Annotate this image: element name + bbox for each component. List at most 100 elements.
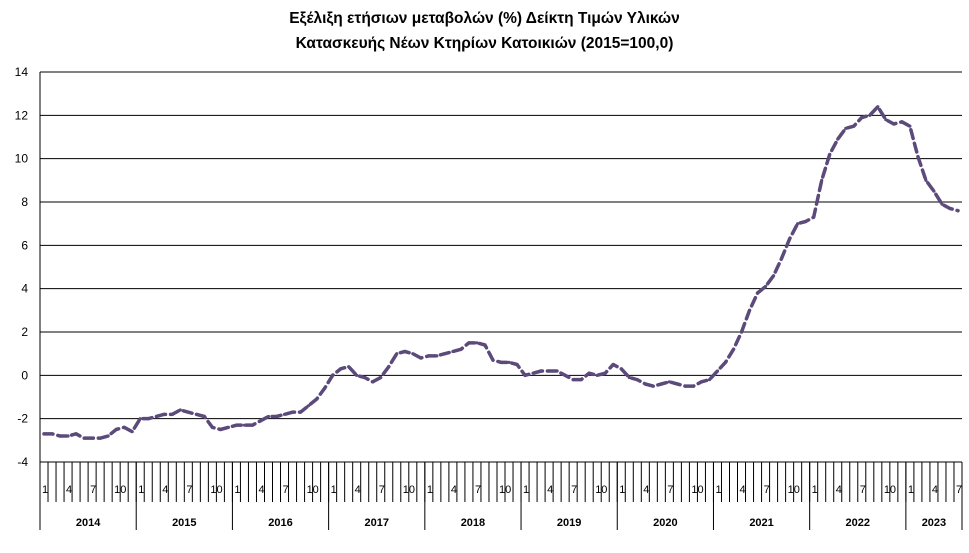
- month-tick-label: 1: [523, 484, 529, 496]
- data-point: [435, 354, 439, 358]
- month-tick-label: 4: [355, 484, 361, 496]
- month-tick-label: 4: [258, 484, 264, 496]
- data-point: [627, 375, 631, 380]
- data-point: [667, 380, 671, 384]
- data-point: [50, 432, 54, 436]
- y-tick-label: 12: [15, 108, 29, 122]
- data-point: [114, 427, 118, 432]
- data-point: [274, 414, 279, 419]
- year-label: 2022: [846, 517, 870, 529]
- data-point: [515, 362, 519, 367]
- data-point: [531, 371, 535, 375]
- data-point: [130, 430, 134, 434]
- data-point: [170, 412, 174, 416]
- data-point: [298, 410, 303, 414]
- year-label: 2021: [749, 517, 773, 529]
- data-point: [363, 375, 367, 380]
- y-tick-label: 14: [15, 65, 29, 79]
- data-point: [780, 256, 784, 260]
- y-tick-label: 8: [21, 195, 28, 209]
- data-point: [58, 434, 62, 438]
- month-tick-label: 1: [619, 484, 625, 496]
- data-point: [755, 291, 760, 295]
- data-point: [707, 378, 712, 382]
- data-point: [844, 126, 848, 130]
- month-tick-label: 1: [234, 484, 240, 496]
- data-point: [796, 222, 800, 226]
- data-point: [683, 384, 688, 388]
- y-tick-label: 4: [21, 282, 28, 296]
- year-label: 2014: [76, 517, 101, 529]
- month-tick-label: 4: [740, 484, 746, 496]
- month-tick-label: 7: [667, 484, 673, 496]
- data-point: [90, 436, 94, 440]
- data-point: [820, 178, 824, 182]
- data-point: [347, 365, 351, 369]
- data-point: [507, 360, 511, 364]
- year-label: 2016: [268, 517, 292, 529]
- data-point: [371, 380, 375, 384]
- data-point: [379, 375, 383, 380]
- month-tick-label: 1: [331, 484, 337, 496]
- month-tick-label: 4: [643, 484, 649, 496]
- data-point: [611, 362, 615, 367]
- data-point: [419, 356, 423, 360]
- data-point: [619, 367, 623, 371]
- month-tick-label: 7: [475, 484, 481, 496]
- data-point: [731, 347, 736, 351]
- month-tick-label: 7: [90, 484, 96, 496]
- data-point: [555, 369, 559, 373]
- data-point: [675, 382, 679, 386]
- data-point: [331, 373, 335, 377]
- data-point: [876, 105, 880, 109]
- data-point: [523, 373, 527, 377]
- data-point: [900, 120, 904, 124]
- month-tick-label: 4: [547, 484, 553, 496]
- data-point: [747, 308, 752, 312]
- data-point: [323, 386, 327, 390]
- data-point: [162, 412, 166, 416]
- data-point: [443, 352, 447, 356]
- data-point: [940, 202, 944, 206]
- data-point: [411, 352, 415, 356]
- month-tick-label: 1: [715, 484, 721, 496]
- data-point: [306, 404, 311, 408]
- data-point: [956, 209, 960, 213]
- data-point: [42, 432, 46, 436]
- data-point: [403, 349, 407, 354]
- data-point: [74, 432, 78, 436]
- data-point: [315, 397, 319, 401]
- data-point: [723, 360, 728, 364]
- data-point: [202, 414, 206, 419]
- data-point: [82, 436, 86, 440]
- data-point: [483, 343, 487, 347]
- data-point: [948, 206, 952, 211]
- chart-title-line-2: Κατασκευής Νέων Κτηρίων Κατοικιών (2015=…: [295, 35, 674, 52]
- data-point: [467, 341, 471, 345]
- data-point: [643, 382, 647, 386]
- year-label: 2019: [557, 517, 581, 529]
- data-point: [812, 215, 816, 219]
- chart-title-line-1: Εξέλιξη ετήσιων μεταβολών (%) Δείκτη Τιμ…: [289, 10, 680, 27]
- data-point: [659, 382, 663, 386]
- data-point: [635, 378, 639, 382]
- data-point: [210, 425, 214, 429]
- month-tick-label: 4: [932, 484, 938, 496]
- data-point: [98, 436, 102, 440]
- data-point: [788, 237, 792, 241]
- data-point: [579, 378, 583, 382]
- data-point: [106, 434, 110, 438]
- data-point: [547, 369, 551, 373]
- year-label: 2018: [461, 517, 485, 529]
- data-point: [771, 274, 776, 278]
- data-point: [154, 414, 158, 419]
- year-label: 2023: [922, 517, 946, 529]
- series-line: [42, 104, 960, 440]
- month-tick-label: 7: [860, 484, 866, 496]
- data-point: [691, 384, 696, 388]
- data-point: [587, 371, 591, 375]
- month-tick-label: 7: [571, 484, 577, 496]
- data-point: [539, 369, 543, 373]
